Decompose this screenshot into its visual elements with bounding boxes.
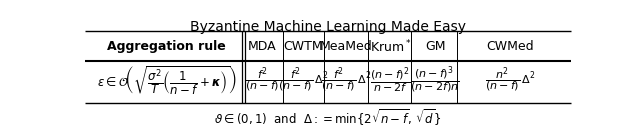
Text: Aggregation rule: Aggregation rule xyxy=(108,40,226,53)
Text: GM: GM xyxy=(425,40,445,53)
Text: Krum$^*$: Krum$^*$ xyxy=(370,38,412,55)
Text: $\dfrac{f^2}{(n-f)}\,\Delta^2$: $\dfrac{f^2}{(n-f)}\,\Delta^2$ xyxy=(321,66,371,95)
Text: $\vartheta \in (0,1)$  and  $\Delta := \min\{2\sqrt{n-f},\,\sqrt{d}\}$: $\vartheta \in (0,1)$ and $\Delta := \mi… xyxy=(214,107,442,128)
Text: $\epsilon \in \mathcal{O}\!\left(\sqrt{\dfrac{\sigma^2}{T}\left(\dfrac{1}{n-f}+\: $\epsilon \in \mathcal{O}\!\left(\sqrt{\… xyxy=(97,65,237,97)
Text: $\dfrac{(n-f)^3}{(n-2f)n}$: $\dfrac{(n-f)^3}{(n-2f)n}$ xyxy=(410,65,460,96)
Text: MeaMed: MeaMed xyxy=(319,40,372,53)
Text: $\dfrac{f^2}{(n-f)}$: $\dfrac{f^2}{(n-f)}$ xyxy=(245,66,280,95)
Text: $\dfrac{(n-f)^2}{n-2f}$: $\dfrac{(n-f)^2}{n-2f}$ xyxy=(370,66,411,96)
Text: CWMed: CWMed xyxy=(486,40,534,53)
Text: CWTM: CWTM xyxy=(284,40,323,53)
Text: MDA: MDA xyxy=(248,40,277,53)
Text: Byzantine Machine Learning Made Easy: Byzantine Machine Learning Made Easy xyxy=(190,20,466,34)
Text: $\dfrac{n^2}{(n-f)}\,\Delta^2$: $\dfrac{n^2}{(n-f)}\,\Delta^2$ xyxy=(485,66,536,95)
Text: $\dfrac{f^2}{(n-f)}\,\Delta^2$: $\dfrac{f^2}{(n-f)}\,\Delta^2$ xyxy=(278,66,328,95)
